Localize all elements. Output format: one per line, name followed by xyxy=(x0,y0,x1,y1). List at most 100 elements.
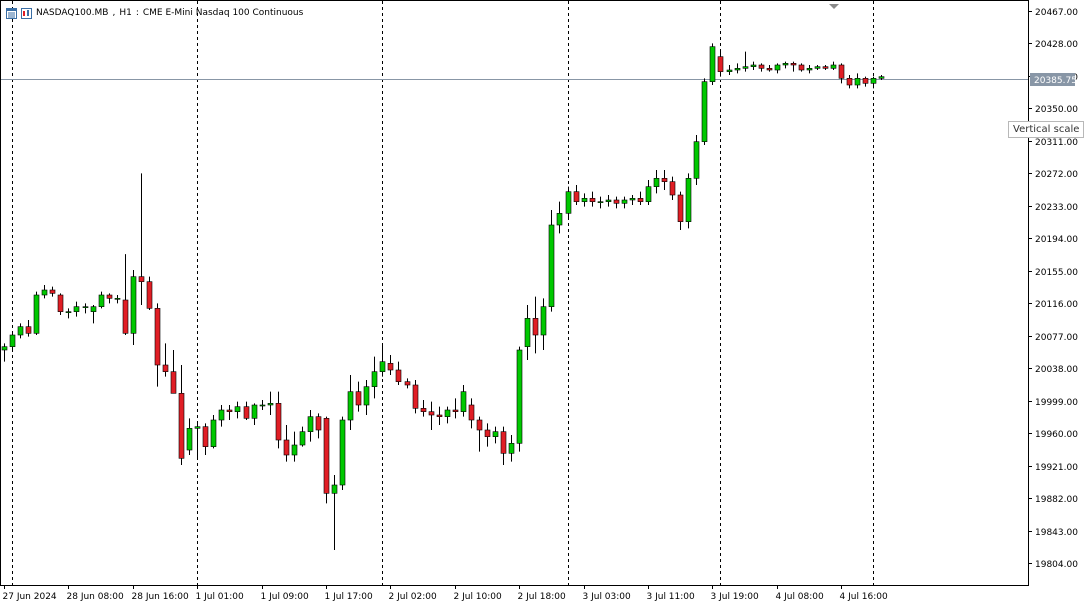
price-tick-label: 20350.00 xyxy=(1035,105,1078,115)
chart-shift-marker[interactable] xyxy=(829,4,839,9)
bear-candle xyxy=(226,409,233,412)
price-tick-label: 20467.00 xyxy=(1035,8,1078,18)
price-axis[interactable]: 20467.0020428.0020389.0020350.0020311.00… xyxy=(1028,8,1078,570)
bull-candle xyxy=(878,76,885,79)
bull-candle xyxy=(98,294,105,307)
bull-candle xyxy=(870,78,877,84)
price-tick-label: 20155.00 xyxy=(1035,268,1078,278)
bull-candle xyxy=(299,431,306,446)
bull-candle xyxy=(621,199,628,204)
bull-candle xyxy=(830,64,837,69)
bear-candle xyxy=(138,276,145,282)
bull-candle xyxy=(339,419,346,486)
bull-candle xyxy=(508,443,515,454)
bear-candle xyxy=(57,294,64,312)
bull-candle xyxy=(814,66,821,69)
bear-candle xyxy=(589,198,596,202)
bull-candle xyxy=(307,416,314,432)
bear-candle xyxy=(484,429,491,437)
bear-candle xyxy=(404,381,411,386)
bull-candle xyxy=(750,64,757,67)
bull-candle xyxy=(774,64,781,71)
price-tick-label: 19921.00 xyxy=(1035,463,1078,473)
bull-candle xyxy=(693,141,700,179)
bull-candle xyxy=(605,199,612,202)
time-tick-label: 28 Jun 16:00 xyxy=(132,592,189,602)
price-tick-label: 20116.00 xyxy=(1035,300,1078,310)
price-tick-label: 20272.00 xyxy=(1035,170,1078,180)
bull-candle xyxy=(581,198,588,202)
bull-candle xyxy=(90,306,97,312)
header-colon: : xyxy=(135,8,139,18)
price-tick-label: 20311.00 xyxy=(1035,138,1078,148)
bear-candle xyxy=(275,403,282,441)
bull-candle xyxy=(234,406,241,412)
time-tick-label: 4 Jul 08:00 xyxy=(776,592,825,602)
bull-candle xyxy=(540,306,547,336)
bear-candle xyxy=(106,294,113,299)
bull-candle xyxy=(734,68,741,71)
bull-candle xyxy=(782,63,789,66)
bear-candle xyxy=(766,68,773,71)
bull-candle xyxy=(492,431,499,437)
bear-candle xyxy=(822,66,829,69)
price-tick-label: 20428.00 xyxy=(1035,40,1078,50)
bull-candle xyxy=(33,294,40,334)
day-separators xyxy=(12,1,874,585)
bear-candle xyxy=(500,431,507,454)
bull-candle xyxy=(556,213,563,226)
bear-candle xyxy=(846,78,853,86)
bull-candle xyxy=(597,201,604,203)
time-tick-label: 27 Jun 2024 xyxy=(3,592,57,602)
bear-candle xyxy=(476,419,483,431)
symbol-description: CME E-Mini Nasdaq 100 Continuous xyxy=(142,8,304,18)
bear-candle xyxy=(162,364,169,372)
price-tick-label: 19804.00 xyxy=(1035,560,1078,570)
bear-candle xyxy=(862,78,869,84)
bull-candle xyxy=(653,178,660,187)
time-axis[interactable]: 27 Jun 2024 28 Jun 08:00 28 Jun 16:00 1 Jul… xyxy=(3,585,889,602)
price-tick-label: 20077.00 xyxy=(1035,333,1078,343)
bear-candle xyxy=(677,194,684,222)
time-tick-label: 2 Jul 10:00 xyxy=(454,592,503,602)
bull-candle xyxy=(347,391,354,421)
bull-candle xyxy=(516,349,523,444)
bull-candle xyxy=(806,68,813,71)
plot-area-frame xyxy=(0,0,1029,586)
bull-candle xyxy=(363,386,370,406)
current-price-label: 20385.75 xyxy=(1030,73,1077,86)
bull-candle xyxy=(65,311,72,313)
bull-candle xyxy=(444,409,451,417)
bull-candle xyxy=(1,346,8,351)
bear-candle xyxy=(532,318,539,336)
bear-candle xyxy=(790,63,797,66)
bear-candle xyxy=(178,393,185,459)
bear-candle xyxy=(669,181,676,196)
bull-candle xyxy=(194,426,201,429)
bull-candle xyxy=(742,66,749,69)
bear-candle xyxy=(420,408,427,412)
bull-candle xyxy=(726,69,733,72)
bear-candle xyxy=(202,426,209,447)
bear-candle xyxy=(468,404,475,421)
bull-candle xyxy=(9,334,16,347)
time-tick-label: 28 Jun 08:00 xyxy=(67,592,124,602)
bull-candle xyxy=(251,404,258,419)
price-tick-label: 19843.00 xyxy=(1035,528,1078,538)
vertical-scale-tooltip: Vertical scale xyxy=(1008,121,1085,138)
time-tick-label: 1 Jul 01:00 xyxy=(196,592,245,602)
bull-candle xyxy=(685,178,692,222)
bear-candle xyxy=(170,371,177,394)
bull-candle xyxy=(548,224,555,307)
bear-candle xyxy=(243,406,250,419)
time-tick-label: 2 Jul 18:00 xyxy=(518,592,567,602)
bear-candle xyxy=(436,414,443,417)
timeframe: H1 xyxy=(119,8,132,18)
bear-candle xyxy=(283,439,290,456)
price-tick-label: 19960.00 xyxy=(1035,430,1078,440)
bear-candle xyxy=(452,409,459,412)
bear-candle xyxy=(146,281,153,309)
bear-candle xyxy=(25,326,32,334)
bear-candle xyxy=(154,308,161,366)
